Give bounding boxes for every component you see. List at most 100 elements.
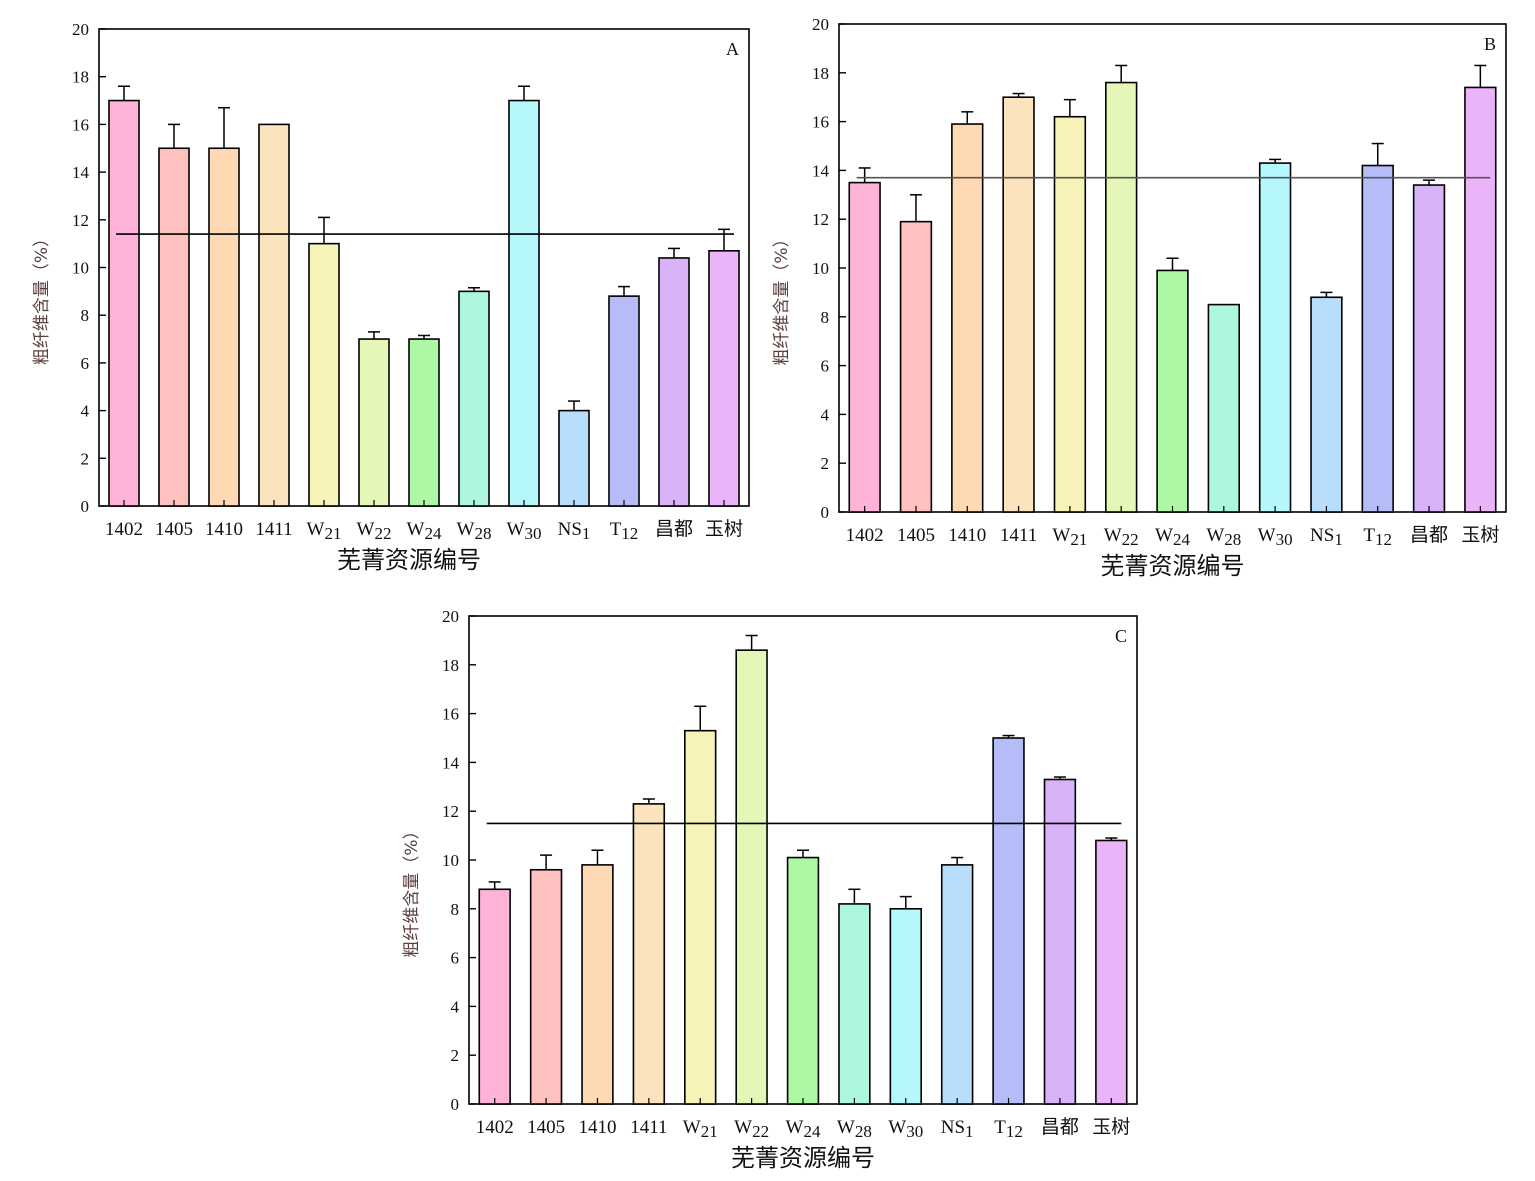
bar: [1464, 86, 1497, 513]
y-tick-label: 4: [81, 402, 90, 421]
y-tick-label: 18: [442, 656, 459, 675]
y-tick-label: 14: [812, 161, 830, 180]
bar: [1207, 303, 1241, 513]
x-tick-label: 1402: [105, 519, 143, 540]
bar: [508, 99, 540, 507]
y-tick-label: 4: [821, 405, 830, 424]
y-tick-label: 20: [72, 20, 89, 39]
bar: [258, 123, 290, 507]
y-tick-label: 16: [812, 113, 829, 132]
bar: [1412, 184, 1446, 513]
x-tick-label-sub: 22: [1122, 530, 1139, 549]
bar: [608, 295, 640, 507]
x-tick-label-main: 1411: [255, 519, 292, 540]
x-tick-label: W22: [1104, 525, 1139, 549]
y-tick-label: 18: [812, 64, 829, 83]
y-axis-title: 粗纤维含量（%）: [772, 230, 792, 365]
x-tick-label: T12: [1363, 525, 1392, 549]
y-tick-label: 0: [451, 1095, 460, 1114]
x-tick-label-sub: 24: [803, 1122, 821, 1141]
bar: [786, 856, 820, 1105]
x-tick-label: W22: [734, 1117, 769, 1141]
x-tick-label-sub: 12: [1006, 1122, 1023, 1141]
x-tick-label: NS1: [1310, 525, 1343, 549]
y-axis-title: 粗纤维含量（%）: [32, 230, 52, 365]
x-tick-label-main: 1410: [578, 1117, 616, 1138]
bar: [1095, 839, 1128, 1105]
bar: [408, 338, 440, 507]
bar: [458, 290, 490, 507]
x-tick-label: W30: [507, 519, 542, 543]
bar: [735, 649, 768, 1105]
x-tick-label-main: W: [1155, 525, 1173, 546]
bar: [838, 903, 871, 1105]
x-tick-label-main: T: [994, 1117, 1006, 1138]
bar: [558, 409, 590, 507]
x-tick-label-sub: 1: [582, 524, 591, 543]
panel-label: C: [1115, 626, 1127, 646]
y-tick-label: 12: [442, 802, 459, 821]
x-tick-label: 昌都: [655, 518, 693, 540]
y-tick-label: 8: [81, 306, 90, 325]
x-tick-label: W28: [837, 1117, 872, 1141]
y-tick-label: 2: [451, 1046, 460, 1065]
y-tick-label: 2: [81, 449, 90, 468]
x-tick-label-sub: 21: [701, 1122, 718, 1141]
x-tick-label: W28: [1206, 525, 1241, 549]
y-tick-label: 8: [451, 900, 460, 919]
bar: [308, 242, 340, 507]
bar: [358, 338, 390, 507]
x-tick-label-sub: 24: [1173, 530, 1191, 549]
y-tick-label: 16: [72, 115, 89, 134]
bar: [529, 868, 563, 1105]
x-tick-label: 1405: [897, 525, 935, 546]
x-tick-label: 1411: [255, 519, 292, 540]
x-tick-label-sub: 30: [1276, 530, 1293, 549]
x-tick-label-sub: 24: [424, 524, 442, 543]
bar: [158, 147, 190, 507]
x-tick-label: W24: [1155, 525, 1190, 549]
bar: [1258, 162, 1292, 513]
bar: [1043, 778, 1077, 1105]
x-tick-label: NS1: [941, 1117, 974, 1141]
x-tick-label-main: W: [786, 1117, 804, 1138]
x-tick-label-main: 昌都: [655, 518, 693, 540]
bar: [1310, 296, 1343, 513]
x-tick-label-main: 昌都: [1410, 524, 1448, 546]
x-tick-label-sub: 30: [524, 524, 541, 543]
x-tick-label: W21: [683, 1117, 718, 1141]
y-tick-label: 8: [821, 308, 830, 327]
x-tick-label: 玉树: [705, 518, 743, 540]
x-tick-label-main: NS: [1310, 525, 1334, 546]
x-tick-label: W21: [307, 519, 342, 543]
x-tick-label-main: 1405: [155, 519, 193, 540]
y-tick-label: 0: [81, 497, 90, 516]
x-tick-label-sub: 28: [855, 1122, 872, 1141]
x-tick-label: W22: [357, 519, 392, 543]
bar: [208, 147, 240, 507]
x-tick-label-main: 1411: [1000, 525, 1037, 546]
panel-label: A: [726, 39, 739, 59]
x-tick-label-sub: 12: [1375, 530, 1392, 549]
x-tick-label-main: 玉树: [1461, 524, 1499, 546]
x-tick-label-sub: 21: [1070, 530, 1087, 549]
x-axis-title: 芜菁资源编号: [731, 1144, 875, 1172]
x-tick-label-sub: 21: [324, 524, 341, 543]
x-tick-label-main: W: [837, 1117, 855, 1138]
bar: [108, 99, 140, 507]
bar: [1002, 96, 1035, 513]
x-tick-label: 1410: [205, 519, 243, 540]
x-tick-label-main: 1411: [630, 1117, 667, 1138]
bar: [992, 737, 1025, 1105]
y-tick-label: 10: [442, 851, 459, 870]
y-axis-title: 粗纤维含量（%）: [402, 822, 422, 957]
y-tick-label: 6: [451, 949, 460, 968]
x-tick-label-sub: 22: [374, 524, 391, 543]
y-tick-label: 18: [72, 68, 89, 87]
bar: [708, 250, 740, 507]
bar: [1361, 164, 1394, 513]
bar: [684, 729, 717, 1105]
x-tick-label-main: 1402: [105, 519, 143, 540]
